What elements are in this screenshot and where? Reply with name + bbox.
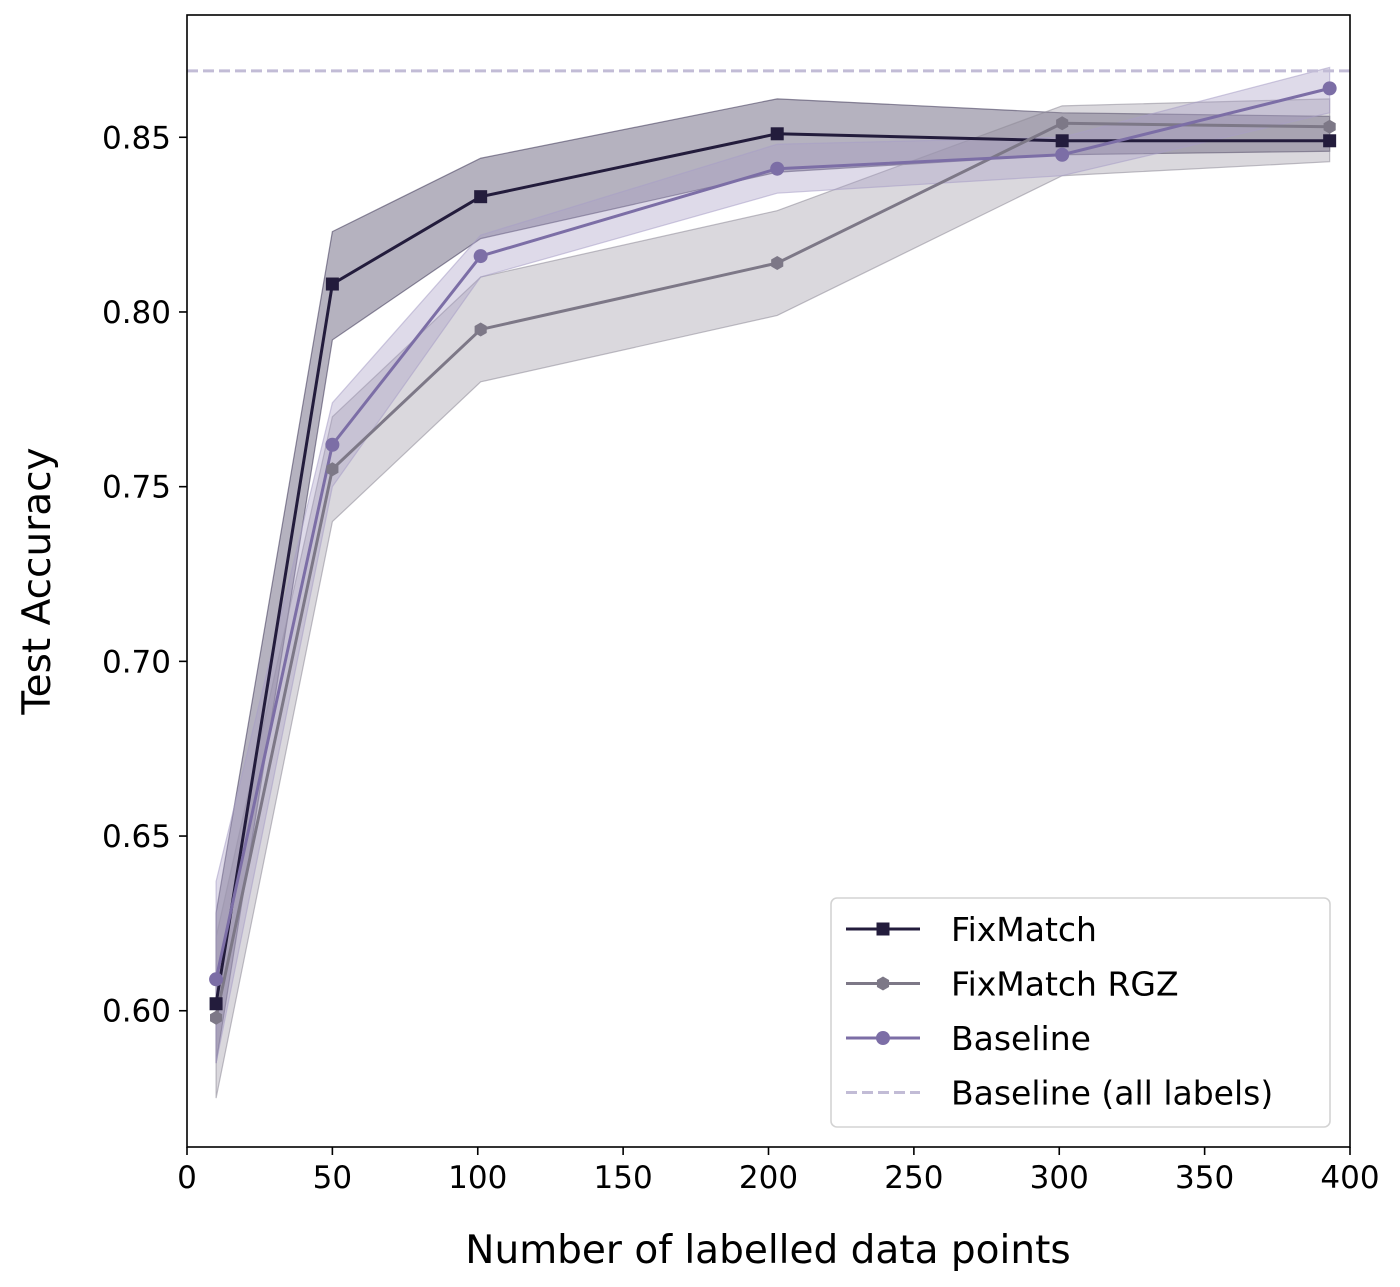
confidence-bands <box>215 66 1331 1099</box>
baseline-band <box>215 66 1331 1064</box>
legend-box <box>830 897 1331 1128</box>
series-markers <box>209 81 1337 1025</box>
baseline-point <box>1322 81 1337 96</box>
fixmatch-rgz-line <box>214 121 1330 1019</box>
legend-baseline-marker <box>876 1031 890 1045</box>
fixmatch-rgz-point <box>210 1010 223 1025</box>
y-axis-title: Test Accuracy <box>15 447 60 715</box>
fixmatch-point <box>1055 134 1069 148</box>
y-axis-ticks: 0.60 0.65 0.70 0.75 0.80 0.85 <box>102 120 187 1030</box>
baseline-point <box>325 437 340 452</box>
legend: FixMatch FixMatch RGZ Baseline Baseline (al… <box>830 897 1331 1128</box>
y-tick-label: 0.75 <box>102 470 171 506</box>
x-tick-label: 400 <box>1320 1160 1379 1196</box>
y-tick-label: 0.85 <box>102 120 171 156</box>
x-tick-label: 50 <box>313 1160 352 1196</box>
x-tick-label: 100 <box>448 1160 507 1196</box>
x-axis-title: Number of labelled data points <box>465 1228 1070 1273</box>
legend-fixmatch-rgz-marker <box>876 976 890 991</box>
baseline-point <box>473 249 488 264</box>
fixmatch-point <box>770 127 784 141</box>
legend-entries: FixMatch FixMatch RGZ Baseline Baseline (al… <box>846 910 1273 1113</box>
fixmatch-point <box>209 997 223 1011</box>
x-tick-label: 150 <box>594 1160 653 1196</box>
x-axis-ticks: 0 50 100 150 200 250 300 350 400 <box>177 1147 1380 1196</box>
fixmatch-rgz-point <box>326 462 339 477</box>
fixmatch-rgz-point <box>1323 119 1336 134</box>
fixmatch-rgz-point <box>1056 116 1069 131</box>
legend-baseline-all-labels--label: Baseline (all labels) <box>951 1074 1273 1113</box>
fixmatch-rgz-point <box>771 256 784 271</box>
x-tick-label: 0 <box>177 1160 197 1196</box>
legend-fixmatch-label: FixMatch <box>951 910 1097 949</box>
x-tick-label: 250 <box>884 1160 943 1196</box>
fixmatch-rgz-point <box>474 322 487 337</box>
x-tick-label: 200 <box>739 1160 798 1196</box>
y-tick-label: 0.60 <box>102 994 171 1030</box>
x-tick-label: 350 <box>1175 1160 1234 1196</box>
x-tick-label: 300 <box>1030 1160 1089 1196</box>
fixmatch-point <box>474 190 488 204</box>
fixmatch-point <box>325 277 339 291</box>
baseline-point <box>209 972 224 987</box>
baseline-line <box>214 86 1331 980</box>
fixmatch-line <box>214 132 1330 1004</box>
legend-fixmatch-marker <box>876 922 890 936</box>
y-tick-label: 0.80 <box>102 295 171 331</box>
baseline-point <box>1055 147 1070 162</box>
baseline-point <box>770 161 785 176</box>
y-tick-label: 0.70 <box>102 644 171 680</box>
legend-baseline-label: Baseline <box>951 1019 1091 1058</box>
legend-fixmatch-rgz-label: FixMatch RGZ <box>951 965 1179 1004</box>
series-lines <box>214 86 1331 1019</box>
fixmatch-point <box>1323 134 1337 148</box>
y-tick-label: 0.65 <box>102 819 171 855</box>
